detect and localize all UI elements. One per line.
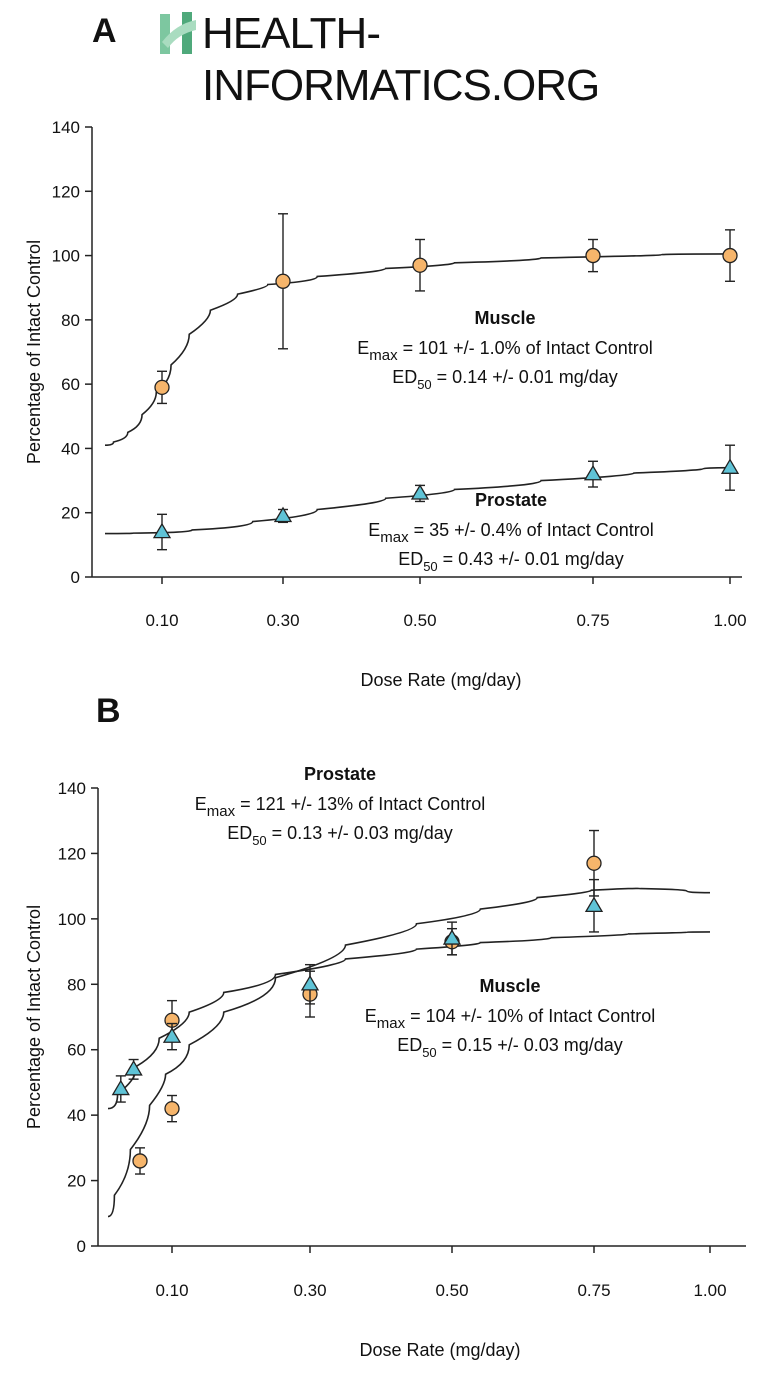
annotation-name: Prostate [304,764,376,784]
y-tick-label: 80 [67,975,86,994]
muscle-annotation: Muscle Emax = 101 +/- 1.0% of Intact Cont… [357,308,653,392]
x-tick-label: 0.10 [145,611,178,630]
triangle-marker [300,975,320,991]
prostate-data-point [583,460,603,488]
annotation-emax: Emax = 35 +/- 0.4% of Intact Control [368,520,654,546]
muscle-data-point [584,878,604,933]
triangle-marker [442,929,462,945]
circle-marker [275,273,291,289]
y-tick-label: 20 [67,1172,86,1191]
prostate-annotation: Prostate Emax = 35 +/- 0.4% of Intact Con… [368,490,654,574]
y-axis-label: Percentage of Intact Control [24,240,44,464]
muscle-data-point [275,213,291,350]
circle-marker [154,379,170,396]
prostate-data-point [273,506,293,524]
y-axis-label: Percentage of Intact Control [24,905,44,1129]
muscle-data-point [442,921,462,956]
y-tick-label: 140 [58,779,86,798]
y-tick-label: 0 [71,568,80,587]
prostate-data-point [410,484,430,503]
circle-marker [585,247,601,264]
muscle-data-point [300,963,320,1005]
x-tick-label: 0.50 [403,611,436,630]
muscle-data-point [111,1075,130,1103]
prostate-fit-curve [107,887,711,1218]
y-tick-label: 80 [61,311,80,330]
circle-marker [412,257,428,273]
triangle-marker [162,1027,182,1043]
muscle-data-point [722,229,738,282]
annotation-name: Prostate [475,490,547,510]
prostate-data-point [720,444,740,491]
muscle-data-point [154,370,170,405]
triangle-marker [410,484,430,500]
x-tick-label: 0.75 [577,1281,610,1300]
x-tick-label: 0.50 [435,1281,468,1300]
y-tick-label: 100 [58,910,86,929]
panel-b-label: B [96,692,121,730]
logo-text: HEALTH-INFORMATICS.ORG [202,9,600,110]
x-axis-label: Dose Rate (mg/day) [360,670,521,690]
annotation-name: Muscle [474,308,535,328]
muscle-data-point [412,238,428,292]
muscle-data-point [124,1058,143,1080]
prostate-fit-curve [104,466,731,535]
annotation-ed50: ED50 = 0.14 +/- 0.01 mg/day [392,367,618,392]
y-tick-label: 120 [52,182,80,201]
prostate-data-point [132,1147,148,1175]
muscle-fit-curve [107,931,711,1110]
y-tick-label: 40 [67,1106,86,1125]
annotation-ed50: ED50 = 0.15 +/- 0.03 mg/day [397,1035,623,1060]
y-tick-label: 40 [61,439,80,458]
prostate-annotation: Prostate Emax = 121 +/- 13% of Intact Con… [195,764,486,848]
y-tick-label: 20 [61,504,80,523]
x-tick-label: 0.75 [576,611,609,630]
health-informatics-logo-icon [160,12,198,56]
annotation-emax: Emax = 121 +/- 13% of Intact Control [195,794,486,820]
y-tick-label: 60 [67,1041,86,1060]
x-tick-label: 1.00 [713,611,746,630]
circle-marker [586,855,602,871]
x-tick-label: 0.30 [293,1281,326,1300]
annotation-emax: Emax = 104 +/- 10% of Intact Control [365,1006,656,1032]
y-tick-label: 100 [52,247,80,266]
x-axis-label: Dose Rate (mg/day) [359,1340,520,1360]
triangle-marker [152,522,172,539]
annotation-ed50: ED50 = 0.43 +/- 0.01 mg/day [398,549,624,574]
y-tick-label: 120 [58,844,86,863]
triangle-marker [720,458,740,474]
x-tick-label: 0.30 [266,611,299,630]
muscle-fit-curve [104,253,731,447]
prostate-data-point [164,1094,180,1123]
triangle-marker [584,896,604,913]
panel-a-label: A [92,12,117,50]
circle-marker [164,1100,180,1117]
muscle-data-point [162,1022,182,1051]
circle-marker [132,1153,148,1169]
triangle-marker [583,464,603,481]
triangle-marker [111,1079,130,1096]
triangle-marker [273,506,293,523]
circle-marker [722,247,738,264]
y-tick-label: 0 [77,1237,86,1256]
x-tick-label: 1.00 [693,1281,726,1300]
triangle-marker [124,1060,143,1076]
chart-a: 0 20 40 60 80 100 120 140 0.10 0.30 0.50 0.75 1.00 Do… [24,118,747,690]
muscle-data-point [585,238,601,273]
prostate-data-point [152,513,172,551]
annotation-ed50: ED50 = 0.13 +/- 0.03 mg/day [227,823,453,848]
muscle-annotation: Muscle Emax = 104 +/- 10% of Intact Contr… [365,976,656,1060]
y-tick-label: 60 [61,375,80,394]
y-tick-label: 140 [52,118,80,137]
chart-b: 0 20 40 60 80 100 120 140 0.10 0.30 0.50 0.75 1.00 Do… [24,764,746,1360]
annotation-emax: Emax = 101 +/- 1.0% of Intact Control [357,338,653,364]
x-tick-label: 0.10 [155,1281,188,1300]
annotation-name: Muscle [479,976,540,996]
